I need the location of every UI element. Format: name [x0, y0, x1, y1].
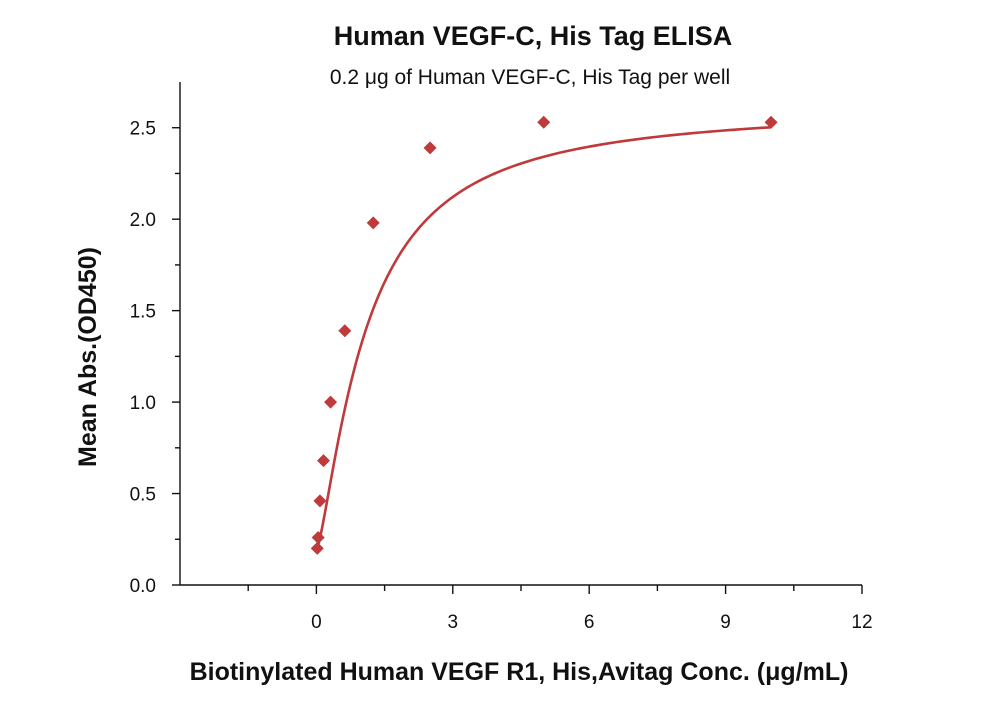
data-point: [324, 395, 338, 409]
data-points-layer: [310, 115, 778, 555]
x-tick-label: 9: [720, 612, 731, 633]
data-point: [316, 454, 330, 468]
chart-title: Human VEGF-C, His Tag ELISA: [334, 21, 733, 51]
y-tick-label: 2.0: [130, 210, 156, 231]
data-point: [311, 530, 325, 544]
data-point: [366, 216, 380, 230]
data-point: [764, 115, 778, 129]
y-tick-label: 0.0: [130, 576, 156, 597]
data-point: [423, 141, 437, 155]
data-point: [310, 541, 324, 555]
y-tick-label: 2.5: [130, 119, 156, 140]
y-tick-label: 1.0: [130, 393, 156, 414]
chart-subtitle: 0.2 μg of Human VEGF-C, His Tag per well: [330, 66, 730, 89]
axes: 0.0 0.5 1.0 1.5 2.0 2.5 0 3 6 9 12: [130, 82, 873, 633]
data-point: [338, 324, 352, 338]
y-tick-label: 0.5: [130, 485, 156, 506]
x-tick-label: 3: [448, 612, 459, 633]
y-axis-label: Mean Abs.(OD450): [74, 247, 102, 467]
x-tick-label: 0: [311, 612, 322, 633]
x-tick-label: 6: [584, 612, 595, 633]
fit-curve-layer: [316, 125, 772, 549]
x-axis-label: Biotinylated Human VEGF R1, His,Avitag C…: [190, 658, 849, 686]
fit-curve: [316, 125, 772, 549]
x-tick-label: 12: [851, 612, 872, 633]
y-tick-label: 1.5: [130, 302, 156, 323]
data-point: [313, 494, 327, 508]
data-point: [537, 115, 551, 129]
